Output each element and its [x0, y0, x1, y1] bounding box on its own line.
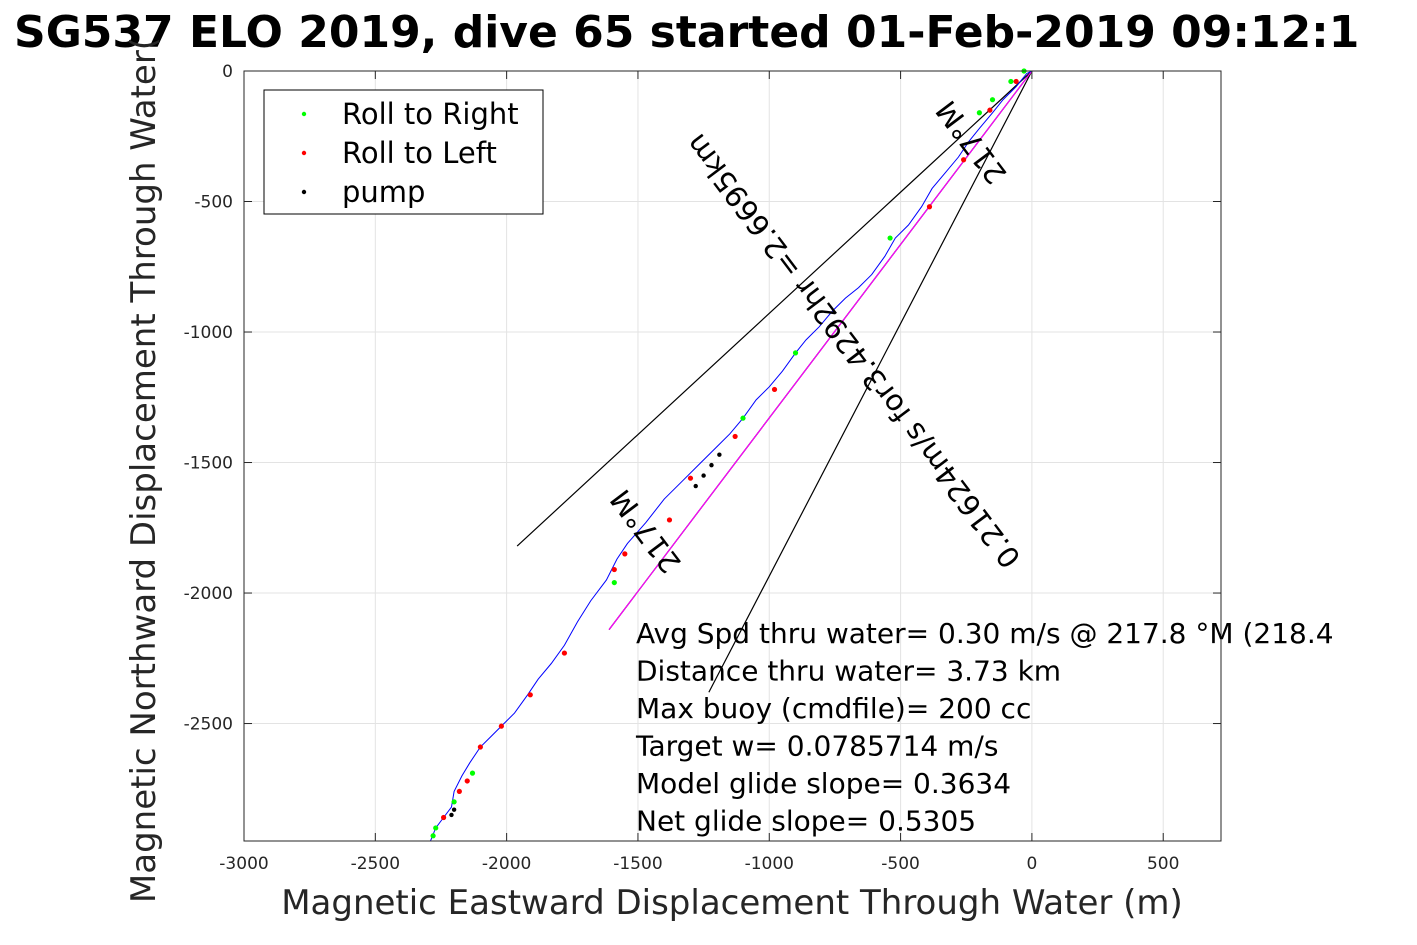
- roll-left-marker: [1013, 78, 1019, 85]
- legend-label: Roll to Left: [342, 136, 497, 170]
- roll-right-marker: [1008, 78, 1014, 85]
- roll-right-marker: [740, 415, 746, 421]
- legend-marker: [301, 111, 307, 117]
- x-tick-label: -2500: [351, 854, 400, 874]
- pump-marker: [449, 812, 454, 818]
- annotations: Avg Spd thru water= 0.30 m/s @ 217.8 °M …: [635, 617, 1334, 838]
- y-tick-label: -1500: [184, 454, 233, 474]
- roll-left-marker: [926, 204, 933, 210]
- roll-left-marker: [456, 788, 462, 795]
- annotation-line: Distance thru water= 3.73 km: [636, 655, 1061, 688]
- pump-marker: [701, 473, 706, 478]
- y-tick-label: -1000: [184, 323, 233, 343]
- roll-left-marker: [527, 692, 533, 698]
- legend-marker: [301, 189, 307, 195]
- x-tick-label: -3000: [219, 854, 268, 874]
- roll-right-marker: [976, 110, 982, 116]
- pump-marker: [717, 452, 722, 457]
- legend-label: Roll to Right: [342, 97, 519, 131]
- roll-left-marker: [498, 723, 504, 729]
- x-tick-label: -2000: [482, 854, 531, 874]
- roll-right-marker: [451, 799, 457, 805]
- legend-label: pump: [342, 175, 425, 209]
- x-tick-label: 0: [1026, 854, 1037, 874]
- x-tick-label: 500: [1147, 854, 1179, 874]
- y-tick-label: -500: [194, 193, 233, 213]
- x-axis-label: Magnetic Eastward Displacement Through W…: [281, 883, 1183, 923]
- x-tick-label: -500: [881, 854, 920, 874]
- roll-right-marker: [469, 770, 476, 776]
- reference-line: [516, 70, 1033, 547]
- track-line: [430, 70, 1033, 842]
- roll-left-marker: [666, 517, 673, 523]
- roll-left-marker: [961, 157, 967, 163]
- tick-marks: [243, 70, 1221, 841]
- y-axis-label: Magnetic Northward Displacement Through …: [124, 37, 164, 903]
- roll-left-marker: [987, 107, 993, 113]
- roll-left-marker: [441, 814, 447, 821]
- track-layer: [430, 70, 1033, 842]
- plot-frame: [243, 70, 1222, 842]
- roll-right-marker: [433, 825, 439, 831]
- roll-left-marker: [477, 744, 483, 750]
- reference-lines: [516, 70, 1033, 693]
- roll-left-marker: [611, 566, 617, 573]
- roll-right-marker: [611, 579, 617, 586]
- reference-line: [708, 70, 1033, 693]
- pump-marker: [709, 462, 714, 468]
- roll-left-marker: [732, 433, 738, 440]
- roll-left-marker: [771, 386, 778, 393]
- marker-layer: [430, 68, 1027, 839]
- legend: Roll to Right Roll to Left pump: [263, 89, 544, 215]
- y-tick-label: 0: [222, 62, 233, 82]
- grid: [243, 70, 1221, 841]
- annotation-line: Max buoy (cmdfile)= 200 cc: [636, 692, 1031, 725]
- roll-right-marker: [430, 833, 436, 839]
- y-tick-label: -2500: [184, 715, 233, 735]
- pump-marker: [451, 807, 457, 812]
- x-tick-label: -1000: [745, 854, 794, 874]
- annotation-line: Model glide slope= 0.3634: [636, 767, 1011, 800]
- reference-line: [608, 70, 1033, 630]
- x-tick-labels: -3000 -2500 -2000 -1500 -1000 -500 0 500: [219, 854, 1179, 874]
- legend-box: [263, 89, 544, 215]
- roll-right-marker: [887, 235, 893, 241]
- legend-marker: [301, 150, 307, 156]
- roll-left-marker: [622, 551, 628, 557]
- y-tick-label: -2000: [184, 584, 233, 604]
- annotation-line: Target w= 0.0785714 m/s: [635, 730, 998, 763]
- y-tick-labels: 0 -500 -1000 -1500 -2000 -2500: [184, 62, 233, 735]
- pump-marker: [693, 483, 698, 489]
- roll-right-marker: [792, 350, 799, 356]
- roll-left-marker: [687, 475, 694, 481]
- annotation-line: Avg Spd thru water= 0.30 m/s @ 217.8 °M …: [636, 617, 1334, 650]
- roll-left-marker: [561, 650, 568, 656]
- roll-right-marker: [989, 97, 996, 103]
- roll-left-marker: [464, 778, 470, 784]
- x-tick-label: -1500: [613, 854, 662, 874]
- annotation-line: Net glide slope= 0.5305: [636, 805, 976, 838]
- chart-title: SG537 ELO 2019, dive 65 started 01-Feb-2…: [14, 7, 1359, 58]
